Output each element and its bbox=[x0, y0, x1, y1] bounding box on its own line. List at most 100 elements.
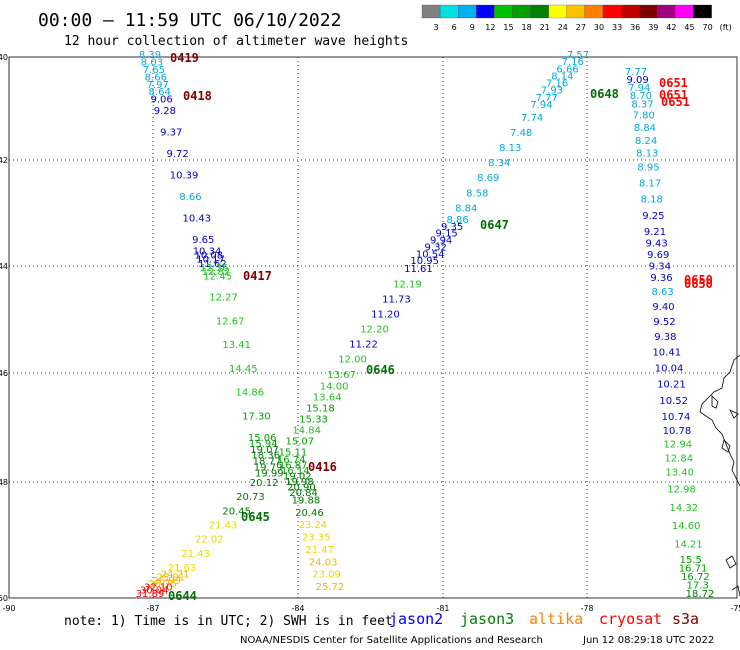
swh-value: 15.11 bbox=[279, 447, 308, 458]
scale-label: 27 bbox=[576, 23, 586, 32]
swh-value: 7.16 bbox=[546, 79, 568, 90]
scale-swatch bbox=[548, 4, 567, 19]
swh-value: 18.36 bbox=[251, 451, 280, 462]
swh-value: 8.84 bbox=[455, 203, 477, 214]
swh-value: 20.46 bbox=[295, 508, 324, 519]
swh-value: 8.24 bbox=[635, 136, 657, 147]
swh-value: 14.00 bbox=[320, 381, 349, 392]
swh-value: 7.77 bbox=[625, 67, 647, 78]
satellite-legend: jason2 jason3 altika cryosat s3a bbox=[389, 610, 699, 628]
swh-value: 12.27 bbox=[209, 292, 238, 303]
lat-tick-label: 48 bbox=[0, 478, 8, 487]
swh-value: 22.02 bbox=[195, 535, 224, 546]
lon-tick-label: -75 bbox=[730, 604, 740, 613]
time-label-0648: 0648 bbox=[590, 87, 619, 101]
swh-value: 8.86 bbox=[447, 215, 469, 226]
swh-value: 7.94 bbox=[628, 83, 650, 94]
scale-label: 15 bbox=[503, 23, 513, 32]
swh-value: 8.34 bbox=[488, 158, 510, 169]
swh-value: 11.62 bbox=[198, 259, 227, 270]
scale-swatch bbox=[494, 4, 513, 19]
legend-entry-jason2: jason2 bbox=[389, 610, 443, 628]
swh-value: 20.84 bbox=[289, 488, 318, 499]
scale-label: 3 bbox=[434, 23, 439, 32]
swh-value: 15.07 bbox=[285, 436, 314, 447]
swh-value: 8.58 bbox=[466, 188, 488, 199]
scale-swatch bbox=[566, 4, 586, 19]
lon-tick-label: -84 bbox=[291, 604, 304, 613]
swh-value: 8.64 bbox=[149, 87, 171, 98]
swh-value: 7.94 bbox=[530, 100, 552, 111]
swh-value: 9.65 bbox=[192, 235, 214, 246]
scale-label: 18 bbox=[522, 23, 532, 32]
swh-value: 12.36 bbox=[200, 263, 229, 274]
scale-label: 36 bbox=[630, 23, 640, 32]
swh-value: 16.74 bbox=[277, 455, 306, 466]
swh-value: 8.17 bbox=[639, 179, 661, 190]
swh-value: 23.09 bbox=[312, 570, 341, 581]
swh-value: 24.03 bbox=[309, 557, 338, 568]
scale-label: (ft) bbox=[720, 23, 732, 32]
time-label-0419: 0419 bbox=[170, 51, 199, 65]
swh-value: 13.64 bbox=[313, 392, 342, 403]
swh-value: 8.39 bbox=[139, 50, 161, 61]
swh-value: 15.18 bbox=[306, 403, 335, 414]
swh-value: 9.21 bbox=[644, 227, 666, 238]
swh-value: 19.99 bbox=[255, 469, 284, 480]
swh-value: 14.45 bbox=[229, 364, 258, 375]
footer-note: note: 1) Time is in UTC; 2) SWH is in fe… bbox=[64, 614, 393, 629]
swh-value: 16.87 bbox=[279, 461, 308, 472]
swh-value: 9.06 bbox=[150, 95, 172, 106]
swh-value: 10.04 bbox=[655, 364, 684, 375]
swh-value: 14.84 bbox=[292, 425, 321, 436]
swh-value: 20.73 bbox=[236, 492, 265, 503]
time-label-0416: 0416 bbox=[308, 460, 337, 474]
scale-label: 70 bbox=[703, 23, 713, 32]
time-label-0646: 0646 bbox=[366, 363, 395, 377]
lat-tick-label: 44 bbox=[0, 262, 8, 271]
swh-value: 26.75 bbox=[148, 579, 177, 590]
swh-value: 9.15 bbox=[436, 229, 458, 240]
scale-swatch bbox=[421, 4, 441, 19]
scale-swatch bbox=[476, 4, 495, 19]
lon-tick-label: -90 bbox=[2, 604, 15, 613]
scale-swatch bbox=[439, 4, 459, 19]
scale-label: 33 bbox=[612, 23, 622, 32]
scale-swatch bbox=[693, 4, 712, 19]
swh-value: 21.63 bbox=[168, 563, 197, 574]
swh-value: 9.38 bbox=[654, 332, 676, 343]
swh-value: 9.72 bbox=[167, 149, 189, 160]
swh-value: 14.21 bbox=[674, 540, 703, 551]
swh-value: 9.32 bbox=[425, 242, 447, 253]
swh-value: 12.84 bbox=[664, 454, 693, 465]
swh-value: 8.84 bbox=[634, 123, 656, 134]
swh-value: 9.35 bbox=[441, 222, 463, 233]
map-title: 00:00 – 11:59 UTC 06/10/2022 bbox=[38, 10, 341, 31]
swh-value: 19.02 bbox=[283, 472, 312, 483]
swh-value: 9.25 bbox=[642, 211, 664, 222]
swh-value: 10.08 bbox=[194, 251, 223, 262]
scale-label: 39 bbox=[648, 23, 658, 32]
lon-tick-label: -81 bbox=[436, 604, 449, 613]
swh-value: 8.66 bbox=[145, 72, 167, 83]
swh-value: 18.72 bbox=[686, 589, 715, 600]
swh-value: 8.69 bbox=[477, 173, 499, 184]
time-label-0644: 0644 bbox=[168, 589, 197, 603]
swh-value: 10.52 bbox=[659, 396, 688, 407]
scale-swatch bbox=[675, 4, 694, 19]
time-label-0650a: 0650 bbox=[684, 273, 713, 287]
swh-value: 12.67 bbox=[216, 316, 245, 327]
swh-value: 14.60 bbox=[672, 521, 701, 532]
legend-entry-s3a: s3a bbox=[672, 610, 699, 628]
swh-value: 15.5 bbox=[680, 555, 702, 566]
swh-value: 9.69 bbox=[647, 250, 669, 261]
swh-value: 19.98 bbox=[285, 477, 314, 488]
scale-label: 6 bbox=[452, 23, 457, 32]
time-label-0418: 0418 bbox=[183, 89, 212, 103]
swh-value: 10.74 bbox=[662, 412, 691, 423]
swh-value: 12.19 bbox=[393, 279, 422, 290]
scale-swatch bbox=[512, 4, 531, 19]
map-subtitle: 12 hour collection of altimeter wave hei… bbox=[64, 34, 408, 49]
swh-value: 24.21 bbox=[161, 569, 190, 580]
swh-value: 8.63 bbox=[651, 287, 673, 298]
